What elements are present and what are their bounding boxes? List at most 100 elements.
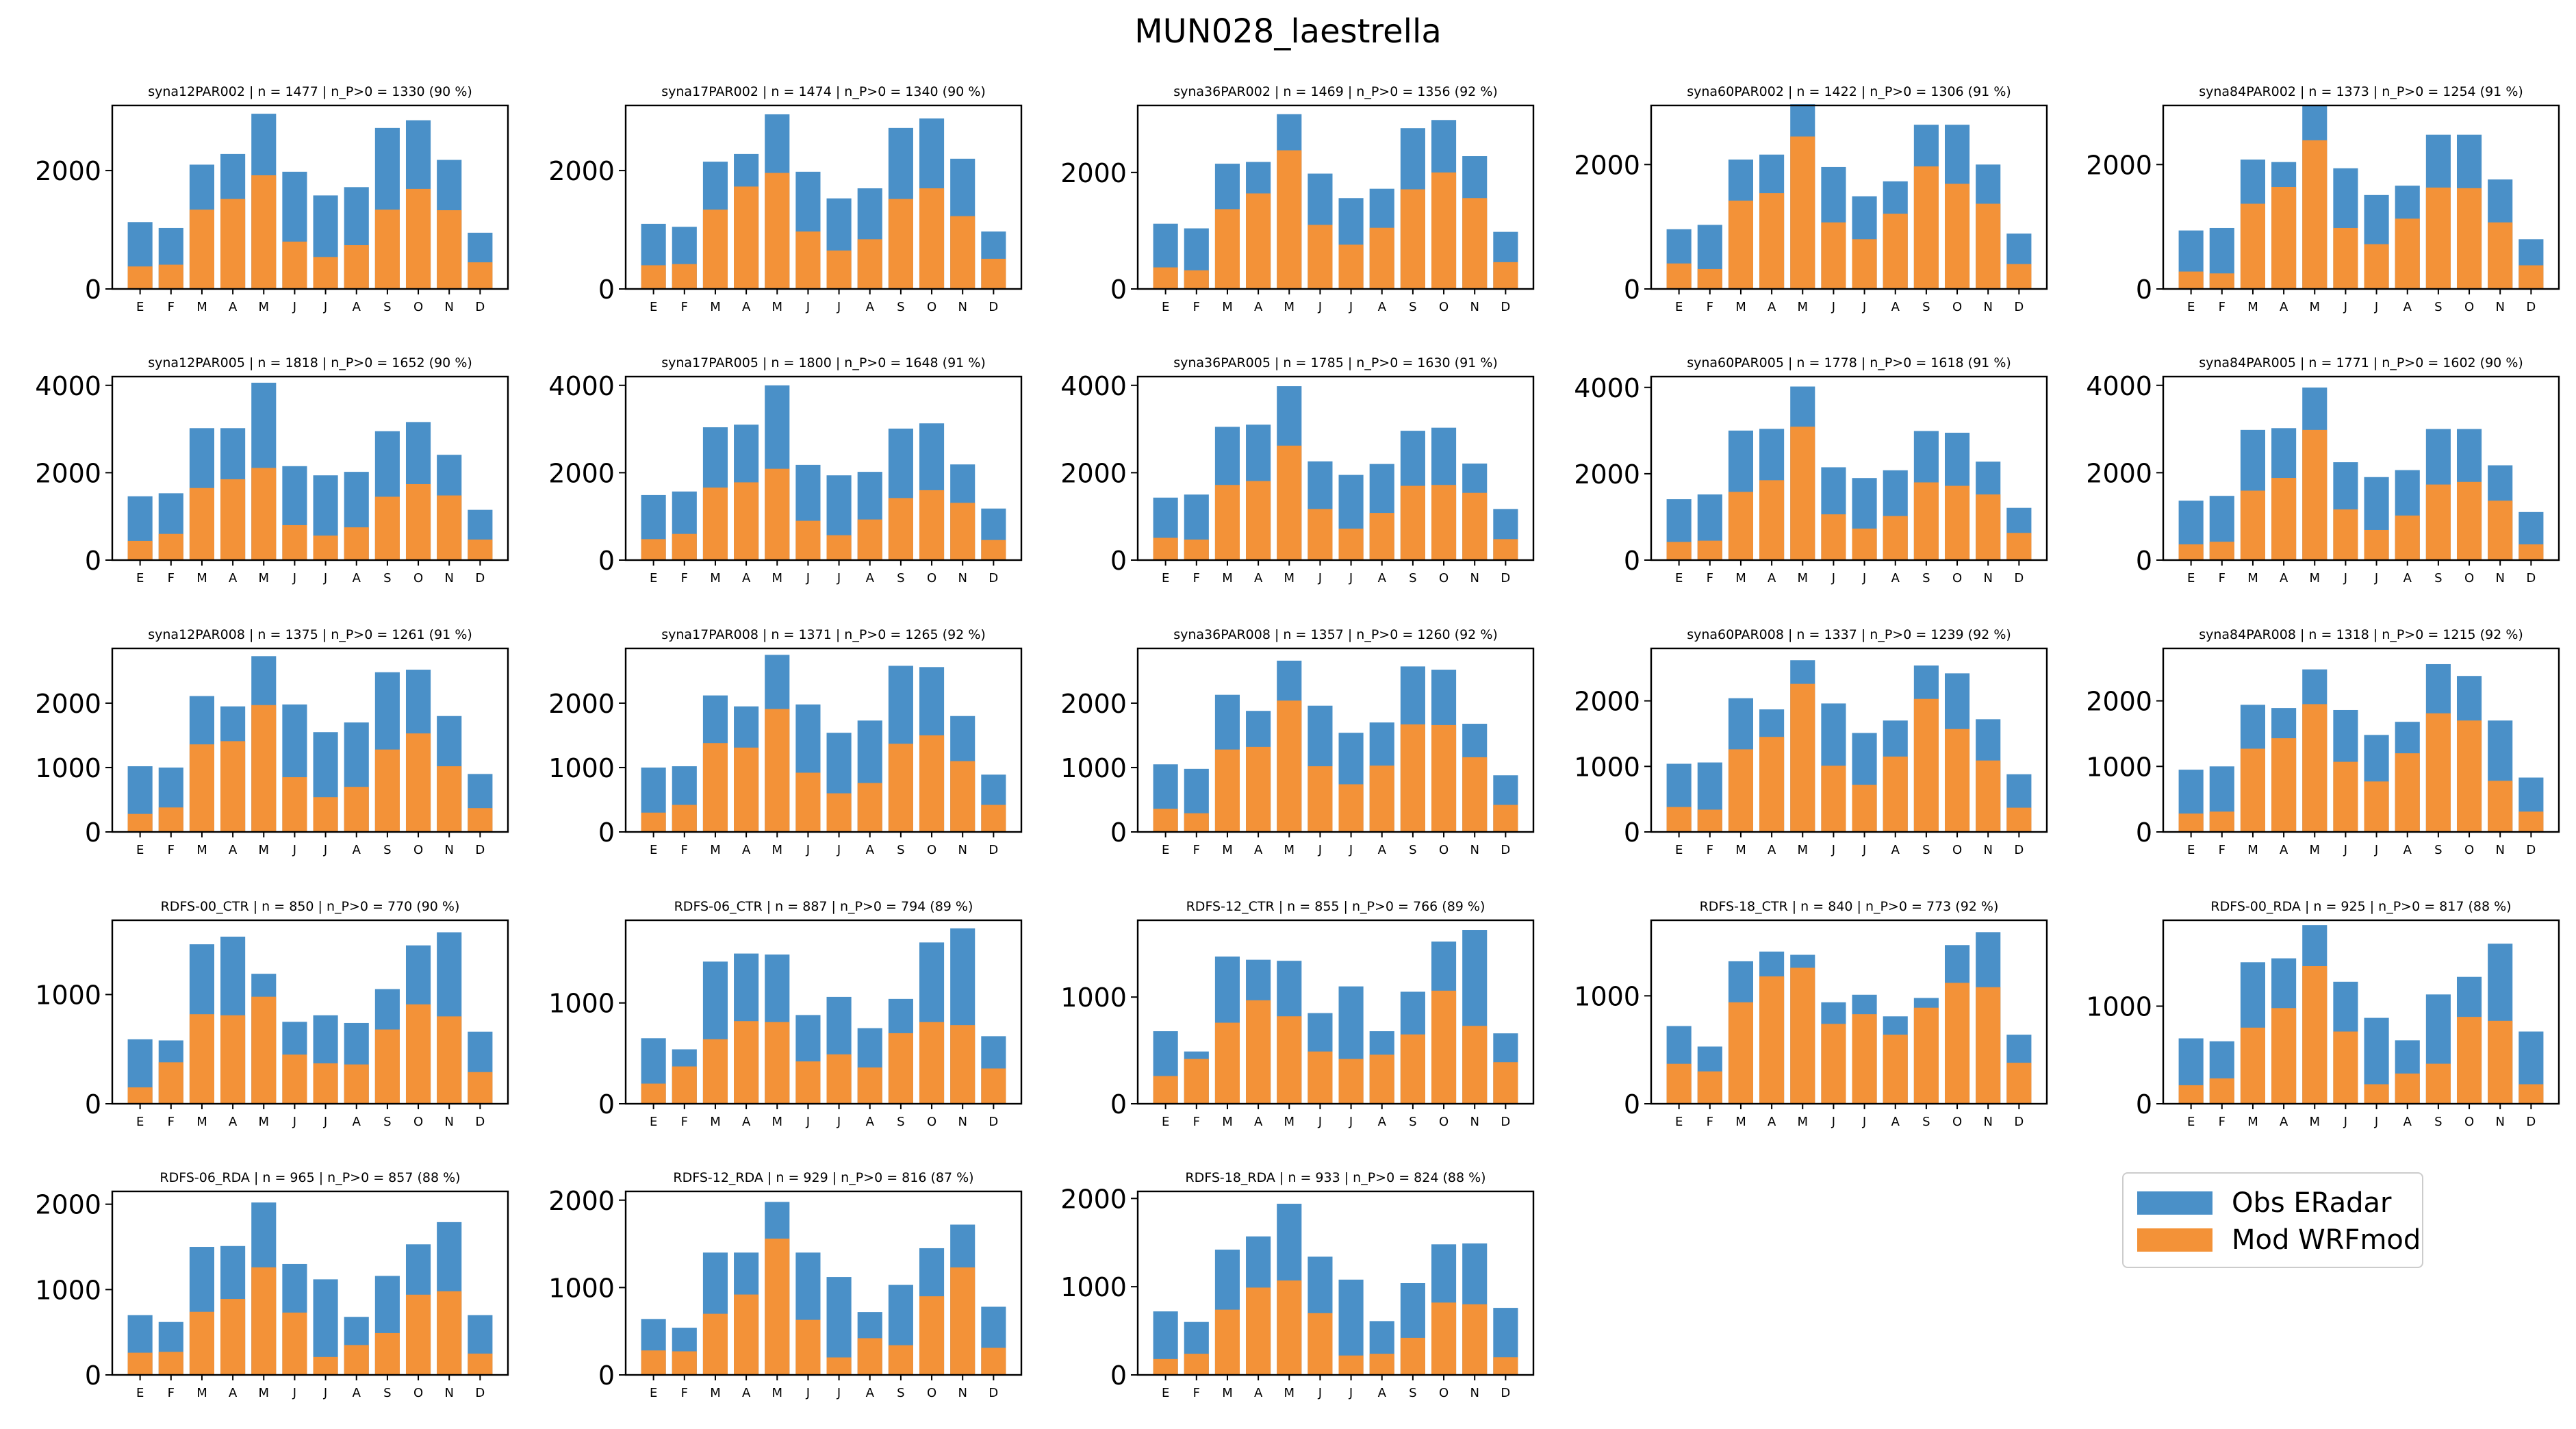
x-tick-label: M (259, 1386, 270, 1400)
bar-mod (1462, 757, 1488, 832)
bar-mod (1369, 1054, 1394, 1104)
subplot-title: RDFS-18_CTR | n = 840 | n_P>0 = 773 (92 … (1700, 899, 1999, 914)
bar-mod (2364, 1084, 2389, 1104)
bar-mod (1338, 1059, 1364, 1104)
x-tick-label: J (1318, 300, 1322, 314)
x-tick-label: N (958, 300, 967, 314)
bar-mod (127, 540, 153, 560)
bar-mod (189, 744, 215, 832)
x-tick-label: S (2434, 571, 2442, 585)
x-tick-label: M (196, 571, 207, 585)
bar-mod (1246, 1287, 1271, 1375)
x-tick-label: J (1862, 843, 1866, 857)
x-tick-label: N (1983, 571, 1992, 585)
subplot-title: syna60PAR002 | n = 1422 | n_P>0 = 1306 (… (1687, 84, 2011, 99)
bar-mod (950, 503, 975, 560)
x-tick-label: N (958, 1386, 967, 1400)
legend-swatch-obs (2137, 1191, 2212, 1215)
bar-mod (1493, 262, 1518, 289)
bar-mod (1913, 698, 1939, 832)
x-tick-label: D (989, 571, 998, 585)
x-tick-label: N (444, 571, 453, 585)
x-tick-label: D (2014, 1115, 2024, 1129)
x-tick-label: M (1798, 300, 1809, 314)
legend-label-mod: Mod WRFmod (2232, 1224, 2421, 1256)
x-tick-label: M (710, 843, 721, 857)
bar-mod (2209, 1078, 2234, 1104)
subplot-title: syna60PAR005 | n = 1778 | n_P>0 = 1618 (… (1687, 355, 2011, 370)
x-tick-label: O (2464, 843, 2474, 857)
x-tick-label: M (2310, 300, 2321, 314)
bar-mod (2395, 218, 2420, 289)
bar-mod (1246, 1000, 1271, 1104)
bar-mod (1883, 756, 1908, 832)
x-tick-label: A (353, 1115, 361, 1129)
bar-mod (2302, 429, 2328, 560)
x-tick-label: F (1193, 300, 1200, 314)
bar-mod (282, 1054, 307, 1104)
y-tick-label: 2000 (548, 458, 615, 488)
bar-mod (2240, 1027, 2266, 1104)
bar-mod (2395, 753, 2420, 832)
bar-mod (158, 1062, 183, 1104)
bar-mod (1913, 482, 1939, 560)
x-tick-label: M (1284, 1115, 1295, 1129)
x-tick-label: D (1501, 843, 1510, 857)
bar-mod (1369, 1354, 1394, 1375)
bar-mod (734, 1294, 759, 1375)
bar-mod (1944, 729, 1970, 832)
bar-mod (1369, 513, 1394, 560)
bar-mod (1493, 1062, 1518, 1104)
x-tick-label: J (1349, 1115, 1353, 1129)
bar-mod (1821, 766, 1846, 832)
subplot-title: syna84PAR002 | n = 1373 | n_P>0 = 1254 (… (2199, 84, 2523, 99)
x-tick-label: A (866, 843, 875, 857)
bar-mod (641, 1350, 666, 1375)
bar-mod (1184, 540, 1209, 560)
y-tick-label: 0 (2136, 546, 2152, 576)
y-tick-label: 0 (1624, 546, 1640, 576)
bar-mod (1369, 227, 1394, 289)
y-tick-label: 0 (85, 546, 101, 576)
y-tick-label: 1000 (2086, 991, 2152, 1022)
bar-mod (437, 210, 462, 289)
bar-mod (282, 524, 307, 560)
plot-frame (1136, 104, 1535, 290)
x-tick-label: A (353, 1386, 361, 1400)
x-tick-label: A (1768, 1115, 1776, 1129)
bar-mod (282, 777, 307, 832)
subplot: syna12PAR008 | n = 1375 | n_P>0 = 1261 (… (35, 627, 509, 857)
plot-frame (2162, 104, 2560, 290)
x-tick-label: A (229, 1386, 238, 1400)
y-tick-label: 2000 (2086, 687, 2152, 717)
subplot-title: RDFS-06_CTR | n = 887 | n_P>0 = 794 (89 … (674, 899, 973, 914)
subplot: RDFS-06_RDA | n = 965 | n_P>0 = 857 (88 … (35, 1170, 509, 1400)
bar-mod (1852, 528, 1877, 560)
bar-mod (919, 735, 945, 832)
y-tick-label: 2000 (548, 156, 615, 186)
x-tick-label: J (1349, 571, 1353, 585)
bar-mod (437, 495, 462, 560)
x-tick-label: S (897, 843, 904, 857)
x-tick-label: M (2247, 571, 2258, 585)
y-tick-label: 0 (598, 1361, 615, 1391)
bar-mod (1184, 270, 1209, 289)
y-tick-label: 0 (1110, 275, 1127, 305)
bar-mod (702, 210, 728, 289)
y-tick-label: 2000 (35, 689, 101, 719)
bar-mod (2518, 811, 2544, 832)
bar-mod (2240, 748, 2266, 832)
x-tick-label: J (1831, 571, 1835, 585)
bar-mod (220, 1015, 246, 1104)
x-tick-label: M (1222, 571, 1233, 585)
bar-mod (1790, 968, 1815, 1104)
x-tick-label: S (897, 1115, 904, 1129)
plot-frame (111, 104, 509, 290)
x-tick-label: F (2219, 300, 2226, 314)
x-tick-label: O (413, 1115, 423, 1129)
plot-frame (624, 104, 1023, 290)
x-tick-label: D (2526, 300, 2536, 314)
x-tick-label: E (1162, 843, 1169, 857)
x-tick-label: D (1501, 300, 1510, 314)
y-tick-label: 1000 (2086, 752, 2152, 782)
